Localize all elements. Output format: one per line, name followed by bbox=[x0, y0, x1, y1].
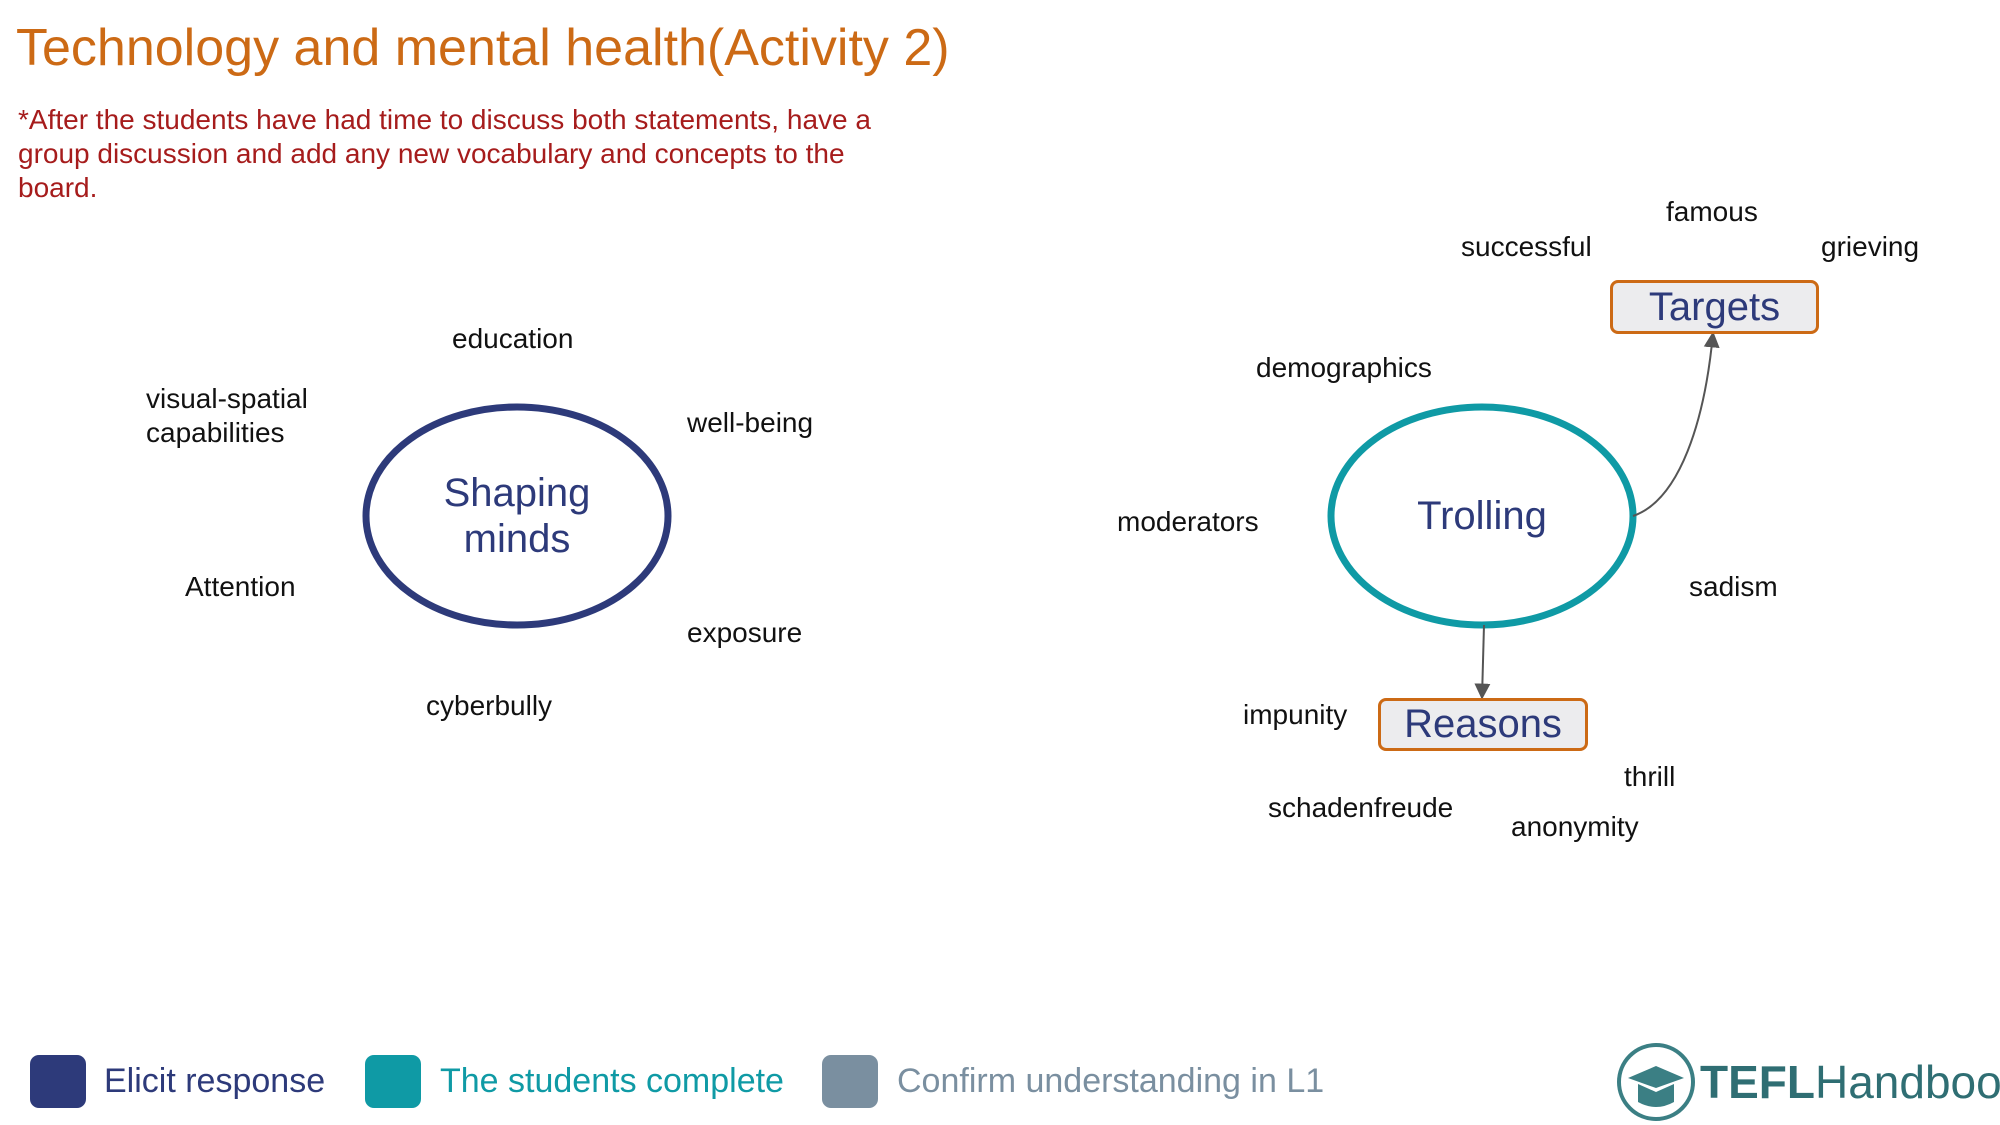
word-anonymity: anonymity bbox=[1511, 811, 1639, 842]
shaping-minds-line2: minds bbox=[463, 517, 571, 561]
tefl-handbook-logo-icon bbox=[1617, 1043, 1695, 1121]
word-schadenfreude: schadenfreude bbox=[1268, 792, 1454, 823]
logo-text-bold: TEFL bbox=[1700, 1056, 1815, 1108]
word-attention: Attention bbox=[185, 571, 296, 602]
word-education: education bbox=[452, 323, 574, 354]
slide-title: Technology and mental health(Activity 2) bbox=[16, 19, 950, 77]
targets-box: Targets bbox=[1610, 280, 1819, 334]
word-well-being: well-being bbox=[687, 407, 814, 438]
word-cyberbully: cyberbully bbox=[426, 690, 553, 721]
instruction-note: *After the students have had time to dis… bbox=[18, 104, 871, 203]
word-visual-line2: capabilities bbox=[146, 417, 285, 448]
trolling-to-reasons-arrow bbox=[1474, 624, 1491, 700]
legend-swatch-elicit bbox=[30, 1055, 86, 1108]
word-famous: famous bbox=[1666, 196, 1758, 227]
word-visual-spatial: visual-spatial capabilities bbox=[146, 382, 308, 450]
word-successful: successful bbox=[1461, 231, 1592, 262]
legend-swatch-confirm bbox=[822, 1055, 878, 1108]
word-exposure: exposure bbox=[687, 617, 803, 648]
tefl-handbook-logo-text: TEFLHandbook bbox=[1700, 1056, 2000, 1108]
legend-label-complete: The students complete bbox=[440, 1062, 784, 1100]
shaping-minds-ellipse bbox=[362, 403, 672, 629]
word-visual-line1: visual-spatial bbox=[146, 383, 308, 414]
logo-text-rest: Handbook bbox=[1814, 1056, 2000, 1108]
legend-swatch-complete bbox=[365, 1055, 421, 1108]
trolling-label: Trolling bbox=[1417, 494, 1547, 538]
shaping-minds-label: Shaping minds bbox=[417, 470, 617, 562]
word-grieving: grieving bbox=[1821, 231, 1920, 262]
word-moderators: moderators bbox=[1117, 506, 1259, 537]
legend-label-confirm: Confirm understanding in L1 bbox=[897, 1062, 1325, 1100]
word-demographics: demographics bbox=[1256, 352, 1432, 383]
word-sadism: sadism bbox=[1689, 571, 1778, 602]
legend-label-elicit: Elicit response bbox=[104, 1062, 326, 1100]
shaping-minds-line1: Shaping bbox=[443, 471, 591, 515]
word-thrill: thrill bbox=[1624, 761, 1676, 792]
reasons-box: Reasons bbox=[1378, 698, 1588, 751]
word-impunity: impunity bbox=[1243, 699, 1348, 730]
trolling-to-targets-arrow bbox=[1632, 331, 1720, 517]
